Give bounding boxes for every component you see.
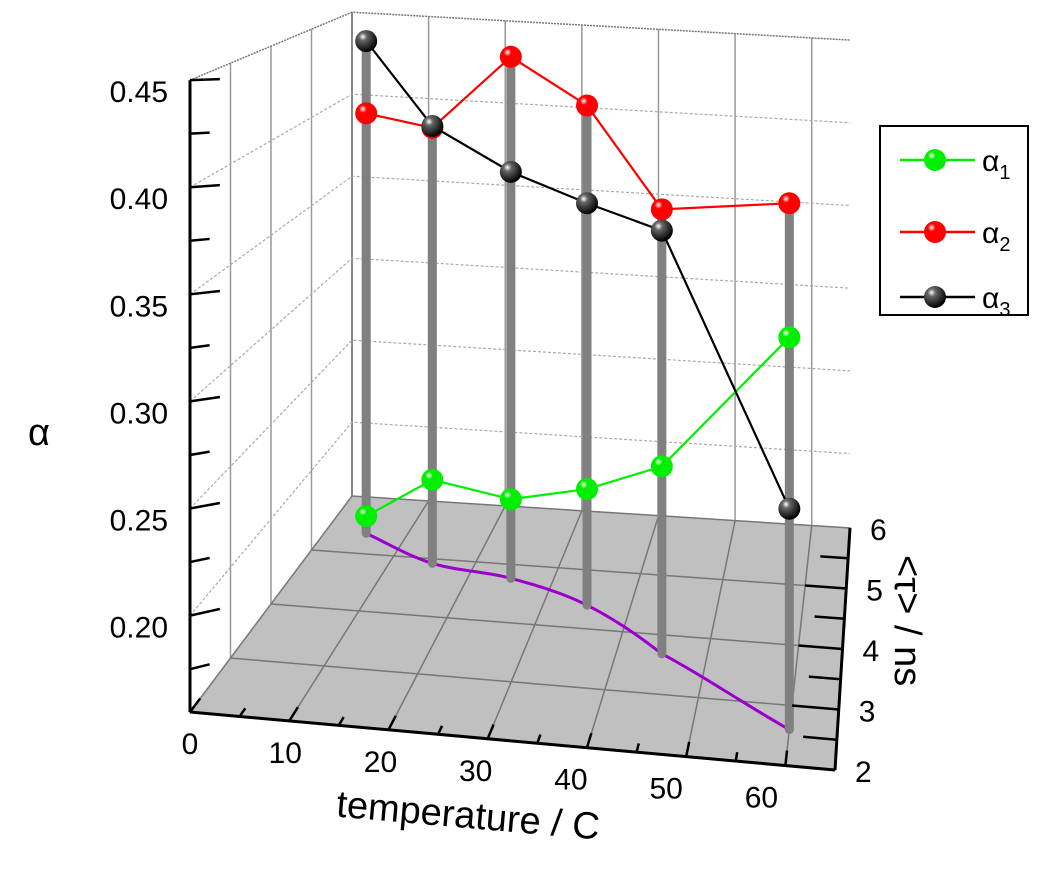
back-wall bbox=[352, 12, 850, 528]
data-point-α1 bbox=[650, 455, 673, 478]
floor-plane bbox=[188, 495, 851, 771]
series-line-α3 bbox=[365, 40, 791, 510]
legend-marker bbox=[924, 221, 946, 243]
z-axis-tick bbox=[189, 289, 221, 296]
axes: 0.20 0.25 0.30 0.35 0.40 0.45 0 10 20 30 40 50 60 2 3 4… bbox=[110, 76, 887, 814]
y-tick-label: 5 bbox=[866, 575, 883, 608]
z-axis-tick bbox=[189, 131, 210, 135]
y-axis-tick bbox=[814, 615, 845, 620]
x-axis-tick bbox=[387, 715, 397, 731]
z-tick-label: 0.45 bbox=[110, 76, 168, 109]
y-axis-tick bbox=[803, 735, 837, 741]
x-axis-tick bbox=[734, 751, 739, 762]
z-axis-tick bbox=[189, 395, 221, 403]
data-point-α2 bbox=[499, 45, 522, 68]
x-axis-tick bbox=[536, 734, 542, 744]
x-tick-label: 30 bbox=[459, 755, 492, 788]
y-axis-title: <τ> / ns bbox=[886, 555, 928, 686]
data-point-α2 bbox=[650, 198, 673, 221]
tau-floor-curve bbox=[365, 531, 791, 731]
data-point-α3 bbox=[499, 160, 522, 183]
z-tick-label: 0.30 bbox=[110, 397, 168, 430]
z-tick-label: 0.25 bbox=[110, 505, 168, 538]
alpha-gridline bbox=[189, 175, 851, 295]
legend-label-subscript: 3 bbox=[999, 299, 1010, 321]
z-axis-tick bbox=[189, 183, 220, 189]
y-tick-label: 2 bbox=[855, 756, 872, 789]
x-axis-tick bbox=[288, 706, 299, 722]
alpha-gridline bbox=[189, 421, 851, 616]
z-axis-tick bbox=[189, 450, 210, 457]
y-tick-label: 6 bbox=[870, 514, 887, 547]
x-tick-label: 50 bbox=[649, 773, 682, 806]
y-axis-tick bbox=[808, 675, 841, 681]
x-tick-label: 20 bbox=[364, 746, 397, 779]
x-tick-label: 0 bbox=[182, 728, 199, 761]
y-axis-tick bbox=[791, 704, 839, 711]
z-axis-tick bbox=[189, 344, 210, 350]
data-point-α3 bbox=[421, 115, 444, 138]
data-point-α1 bbox=[499, 488, 522, 511]
data-point-α1 bbox=[778, 326, 801, 349]
z-tick-label: 0.20 bbox=[110, 612, 168, 645]
data-point-α1 bbox=[421, 468, 444, 491]
data-marks bbox=[355, 30, 801, 735]
x-axis-tick bbox=[684, 741, 691, 757]
data-point-α2 bbox=[355, 102, 378, 125]
x-axis-tick bbox=[486, 724, 495, 740]
x-tick-label: 10 bbox=[269, 737, 302, 770]
data-point-α1 bbox=[576, 478, 599, 501]
z-axis-title: α bbox=[28, 412, 50, 454]
y-tick-label: 4 bbox=[863, 635, 880, 668]
x-axis-tick bbox=[337, 716, 345, 727]
data-point-α3 bbox=[576, 192, 599, 215]
x-axis-tick bbox=[585, 732, 593, 749]
legend-entry-α1: α1 bbox=[900, 145, 1010, 184]
x-tick-label: 40 bbox=[554, 764, 587, 797]
x-axis-tick bbox=[784, 750, 789, 766]
legend-label-subscript: 1 bbox=[999, 162, 1010, 184]
y-axis-tick bbox=[820, 555, 849, 560]
z-axis-tick bbox=[189, 237, 210, 243]
floor-gridline bbox=[311, 549, 847, 590]
z-axis-tick bbox=[189, 77, 220, 82]
z-axis-tick bbox=[189, 607, 221, 617]
z-tick-label: 0.35 bbox=[110, 290, 168, 323]
floor-gridline bbox=[230, 657, 839, 711]
data-point-α2 bbox=[778, 192, 801, 215]
data-point-α3 bbox=[650, 219, 673, 242]
x-axis-tick bbox=[189, 697, 202, 713]
y-axis-tick bbox=[805, 584, 847, 590]
data-point-α1 bbox=[355, 505, 378, 528]
floor-gridline bbox=[270, 603, 843, 650]
x-axis-tick bbox=[635, 743, 641, 753]
z-tick-label: 0.40 bbox=[110, 183, 168, 216]
legend-label-subscript: 2 bbox=[999, 234, 1010, 256]
y-tick-label: 3 bbox=[859, 696, 876, 729]
x-axis-line bbox=[189, 710, 836, 772]
data-point-α3 bbox=[778, 497, 801, 520]
series-line-α2 bbox=[365, 55, 790, 211]
alpha-gridline bbox=[189, 257, 851, 402]
z-axis-tick bbox=[189, 501, 221, 510]
legend-marker bbox=[924, 286, 946, 308]
z-axis-tick bbox=[189, 663, 210, 671]
plot-floor bbox=[188, 495, 851, 771]
alpha-gridline bbox=[189, 339, 851, 509]
top-edge bbox=[189, 11, 851, 81]
x-axis-tick bbox=[238, 707, 247, 718]
series-line-α1 bbox=[365, 336, 791, 518]
alpha-gridline bbox=[189, 93, 851, 188]
data-point-α2 bbox=[576, 94, 599, 117]
x-tick-label: 60 bbox=[745, 782, 778, 815]
z-axis-tick bbox=[189, 556, 210, 564]
legend-box bbox=[879, 125, 1029, 316]
y-axis-tick bbox=[798, 644, 843, 651]
x-axis-tick bbox=[436, 725, 444, 735]
data-point-α3 bbox=[355, 30, 378, 53]
legend-marker bbox=[924, 149, 946, 171]
